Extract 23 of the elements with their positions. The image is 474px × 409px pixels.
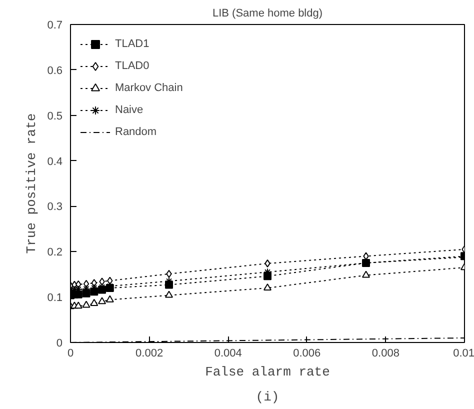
chart-title: LIB (Same home bldg) <box>212 8 323 20</box>
x-tick-label: 0.006 <box>293 348 321 360</box>
x-tick-label: 0.004 <box>214 348 242 360</box>
y-axis-title: True positive rate <box>24 113 40 254</box>
x-tick-label: 0.002 <box>136 348 164 360</box>
y-tick-label: 0.7 <box>47 20 63 32</box>
x-tick-label: 0 <box>67 348 74 360</box>
x-axis-title: False alarm rate <box>205 364 330 380</box>
legend-label: Random <box>115 126 157 138</box>
legend-label: TLAD1 <box>115 38 150 50</box>
y-tick-label: 0.6 <box>47 64 63 77</box>
x-tick-label: 0.008 <box>372 348 400 360</box>
y-tick-label: 0.3 <box>47 201 63 214</box>
y-tick-label: 0.4 <box>47 156 63 168</box>
legend-label: Naive <box>115 104 144 116</box>
y-tick-label: 0.1 <box>47 292 63 304</box>
x-tick-label: 0.01 <box>453 348 474 360</box>
y-tick-label: 0.2 <box>47 246 63 259</box>
legend-label: Markov Chain <box>115 82 183 94</box>
y-tick-label: 0.5 <box>47 110 63 122</box>
legend-label: TLAD0 <box>115 60 150 72</box>
text: (i) <box>256 390 280 404</box>
y-tick-label: 0 <box>56 338 63 350</box>
